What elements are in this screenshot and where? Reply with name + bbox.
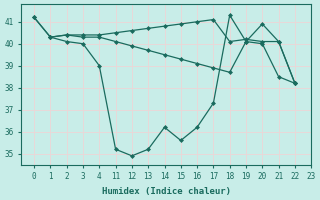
X-axis label: Humidex (Indice chaleur): Humidex (Indice chaleur): [102, 187, 231, 196]
